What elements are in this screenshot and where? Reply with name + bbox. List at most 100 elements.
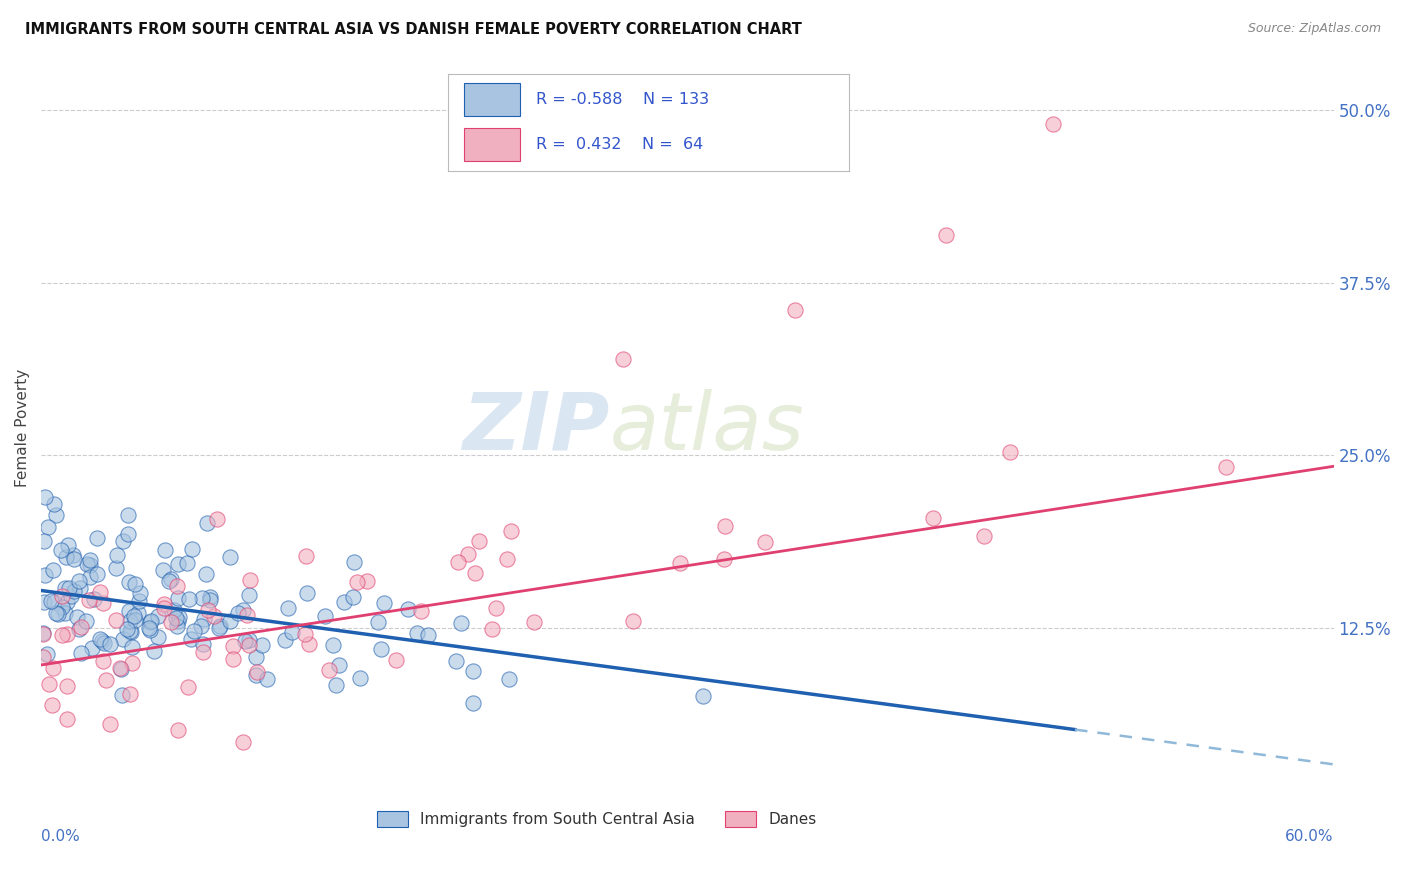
Point xyxy=(32,625,55,640)
Point xyxy=(356,574,378,588)
Point xyxy=(152,563,174,577)
Point xyxy=(138,624,160,638)
Point xyxy=(998,445,1021,459)
Point xyxy=(295,586,318,600)
Point xyxy=(51,599,73,614)
Point xyxy=(45,606,67,620)
Point xyxy=(37,520,59,534)
Point xyxy=(195,516,218,530)
Point xyxy=(89,632,111,646)
Point xyxy=(138,615,160,630)
Point xyxy=(32,650,55,665)
Point xyxy=(183,624,205,639)
Point xyxy=(56,627,79,641)
Point xyxy=(232,603,254,617)
Point xyxy=(621,614,644,628)
Point xyxy=(294,626,316,640)
Point xyxy=(39,594,62,608)
Point xyxy=(53,581,76,595)
Point xyxy=(692,689,714,703)
Text: 60.0%: 60.0% xyxy=(1285,829,1333,844)
Point xyxy=(754,534,776,549)
Point xyxy=(105,549,128,563)
Point xyxy=(219,549,242,564)
Point xyxy=(277,601,299,615)
Point xyxy=(63,584,86,599)
Point xyxy=(935,227,957,242)
Point xyxy=(1042,117,1064,131)
Point xyxy=(42,563,65,577)
Point xyxy=(385,653,408,667)
Point xyxy=(124,576,146,591)
Point xyxy=(121,656,143,670)
Point xyxy=(124,613,146,627)
Point xyxy=(120,624,142,639)
Point xyxy=(314,609,336,624)
Point xyxy=(409,604,432,618)
Point xyxy=(499,524,522,539)
Point xyxy=(118,574,141,589)
Point xyxy=(498,673,520,687)
Point xyxy=(461,664,484,678)
Point xyxy=(127,606,149,620)
Point xyxy=(207,512,229,526)
Point xyxy=(141,614,163,628)
Point xyxy=(152,600,174,615)
Text: Source: ZipAtlas.com: Source: ZipAtlas.com xyxy=(1247,22,1381,36)
Point xyxy=(44,497,66,511)
Point xyxy=(111,533,134,548)
Point xyxy=(91,596,114,610)
Point xyxy=(86,566,108,581)
Point xyxy=(447,555,470,569)
Point xyxy=(41,698,63,712)
Point xyxy=(146,630,169,644)
Point xyxy=(219,614,242,628)
Point xyxy=(94,673,117,688)
Point xyxy=(142,644,165,658)
Point xyxy=(222,639,245,653)
Point xyxy=(100,637,122,651)
Point xyxy=(128,594,150,608)
Point xyxy=(83,591,105,606)
Text: atlas: atlas xyxy=(610,389,804,467)
Point xyxy=(104,561,127,575)
Point xyxy=(165,611,187,625)
Point xyxy=(152,598,174,612)
Point xyxy=(105,613,128,627)
Point xyxy=(202,608,225,623)
Point xyxy=(56,537,79,551)
Point xyxy=(256,672,278,686)
Point xyxy=(48,607,70,622)
Point xyxy=(325,678,347,692)
Point xyxy=(328,657,350,672)
Point xyxy=(115,622,138,636)
Point xyxy=(79,553,101,567)
Point xyxy=(79,570,101,584)
Point xyxy=(160,572,183,586)
Point xyxy=(55,712,77,726)
Point xyxy=(222,652,245,666)
Point xyxy=(238,633,260,648)
Point xyxy=(67,622,90,636)
Point xyxy=(461,696,484,710)
Point xyxy=(58,582,80,596)
Point xyxy=(56,679,79,693)
Point xyxy=(167,723,190,738)
Point xyxy=(167,557,190,571)
Point xyxy=(34,595,56,609)
Point xyxy=(190,619,212,633)
Point xyxy=(63,551,86,566)
Point xyxy=(176,556,198,570)
Point xyxy=(118,624,141,638)
Point xyxy=(91,634,114,648)
Point xyxy=(86,531,108,545)
Point xyxy=(298,637,321,651)
Point xyxy=(56,595,79,609)
Point xyxy=(122,609,145,624)
Point xyxy=(117,508,139,523)
Point xyxy=(342,590,364,604)
Point xyxy=(163,603,186,617)
Point xyxy=(62,548,84,562)
Point xyxy=(198,593,221,607)
Point xyxy=(120,614,142,628)
